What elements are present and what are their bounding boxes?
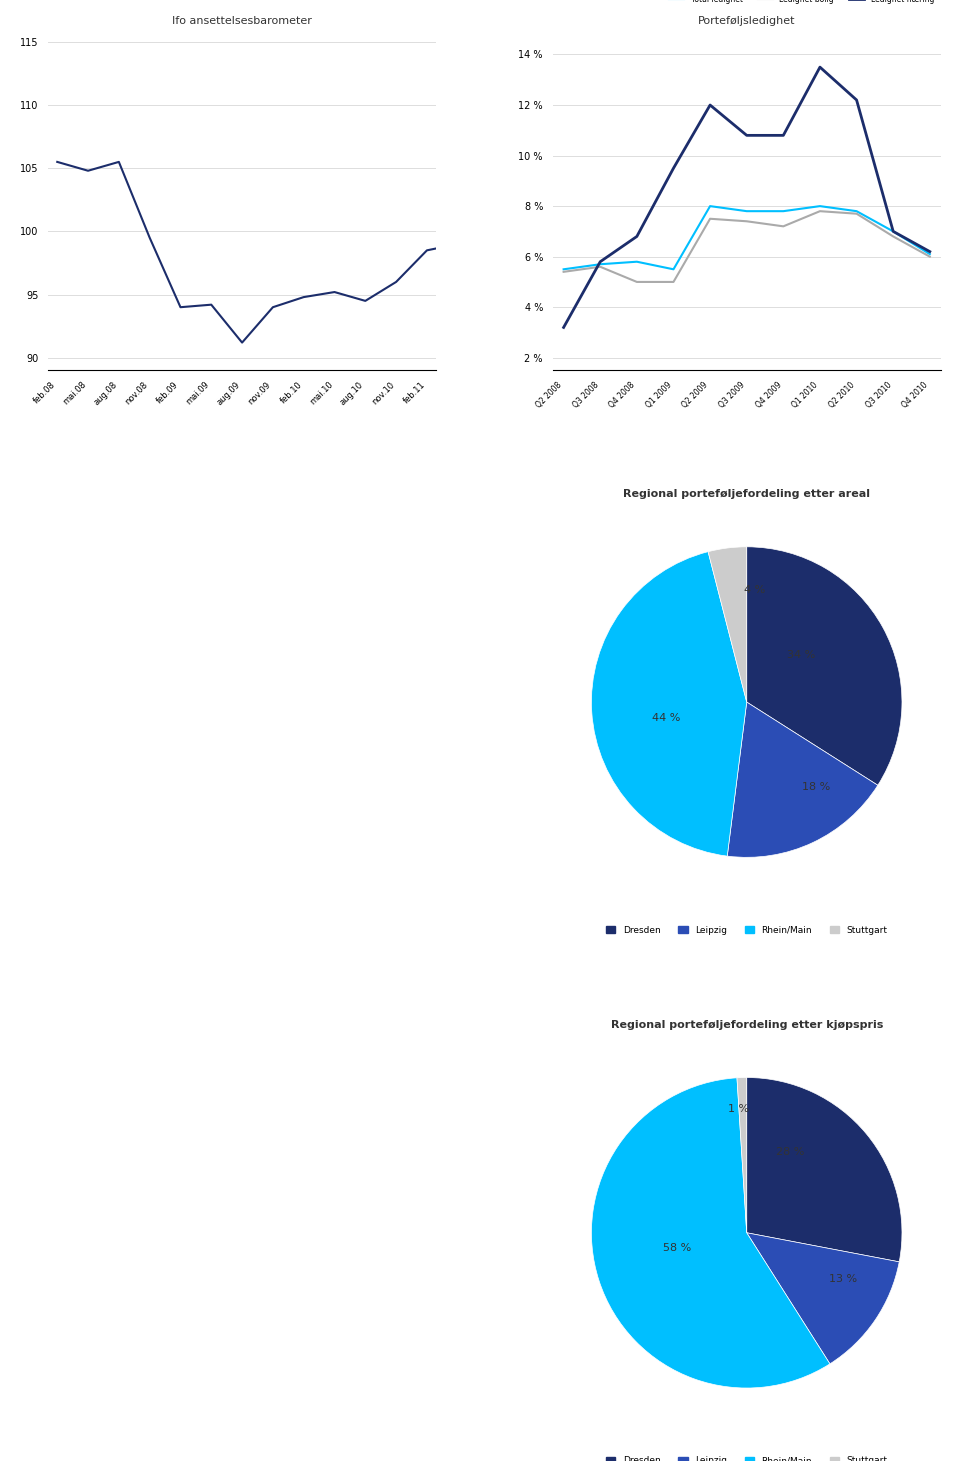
Total ledighet: [924, 245, 936, 263]
Wedge shape: [747, 1078, 902, 1262]
Wedge shape: [591, 552, 747, 856]
Wedge shape: [747, 1233, 900, 1365]
Total ledighet: [778, 203, 789, 221]
Line: Total ledighet: Total ledighet: [564, 206, 930, 269]
Total ledighet: [814, 197, 826, 215]
Legend: Total ledighet, Ledighet bolig, Ledighet næring: Total ledighet, Ledighet bolig, Ledighet…: [666, 0, 937, 7]
Wedge shape: [728, 703, 877, 858]
Title: Regional porteføljefordeling etter kjøpspris: Regional porteføljefordeling etter kjøps…: [611, 1020, 883, 1030]
Ledighet næring: [741, 127, 753, 145]
Wedge shape: [737, 1078, 747, 1233]
Ledighet næring: [851, 91, 862, 108]
Ledighet næring: [814, 58, 826, 76]
Ledighet bolig: [814, 203, 826, 221]
Legend: Dresden, Leipzig, Rhein/Main, Stuttgart: Dresden, Leipzig, Rhein/Main, Stuttgart: [603, 922, 891, 938]
Title: Regional porteføljefordeling etter areal: Regional porteføljefordeling etter areal: [623, 489, 870, 498]
Line: Ledighet næring: Ledighet næring: [564, 67, 930, 327]
Total ledighet: [594, 256, 606, 273]
Wedge shape: [708, 546, 747, 703]
Text: 58 %: 58 %: [662, 1243, 691, 1254]
Total ledighet: [887, 222, 899, 240]
Ledighet næring: [887, 222, 899, 240]
Title: Ifo ansettelsesbarometer: Ifo ansettelsesbarometer: [172, 16, 312, 26]
Ledighet næring: [778, 127, 789, 145]
Title: Porteføljsledighet: Porteføljsledighet: [698, 16, 796, 26]
Ledighet bolig: [668, 273, 680, 291]
Total ledighet: [558, 260, 569, 278]
Text: 44 %: 44 %: [652, 713, 681, 723]
Ledighet næring: [668, 159, 680, 177]
Ledighet bolig: [778, 218, 789, 235]
Ledighet næring: [594, 253, 606, 270]
Ledighet bolig: [705, 210, 716, 228]
Text: 13 %: 13 %: [828, 1274, 857, 1284]
Ledighet bolig: [851, 205, 862, 222]
Wedge shape: [591, 1078, 829, 1388]
Text: 4 %: 4 %: [744, 586, 765, 595]
Ledighet næring: [631, 228, 642, 245]
Ledighet næring: [558, 318, 569, 336]
Total ledighet: [851, 203, 862, 221]
Legend: Dresden, Leipzig, Rhein/Main, Stuttgart: Dresden, Leipzig, Rhein/Main, Stuttgart: [603, 1452, 891, 1461]
Ledighet næring: [705, 96, 716, 114]
Ledighet bolig: [887, 228, 899, 245]
Ledighet bolig: [558, 263, 569, 281]
Ledighet bolig: [924, 248, 936, 266]
Total ledighet: [741, 203, 753, 221]
Total ledighet: [705, 197, 716, 215]
Text: 18 %: 18 %: [803, 783, 830, 792]
Ledighet næring: [924, 243, 936, 260]
Total ledighet: [668, 260, 680, 278]
Text: 28 %: 28 %: [776, 1147, 804, 1157]
Wedge shape: [747, 546, 902, 785]
Ledighet bolig: [631, 273, 642, 291]
Text: 1 %: 1 %: [729, 1103, 750, 1113]
Total ledighet: [631, 253, 642, 270]
Ledighet bolig: [594, 259, 606, 276]
Line: Ledighet bolig: Ledighet bolig: [564, 212, 930, 282]
Text: 34 %: 34 %: [787, 650, 815, 660]
Ledighet bolig: [741, 212, 753, 229]
